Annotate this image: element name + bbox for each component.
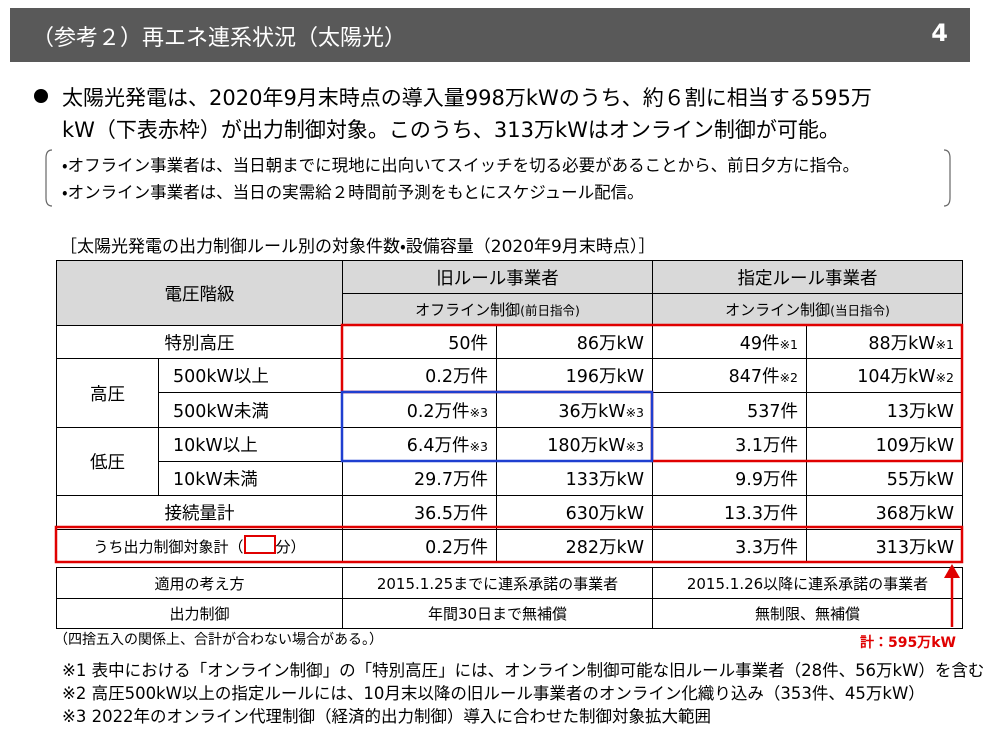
- cell-value: 36万kW: [558, 401, 626, 422]
- header-cell: オンライン制御(当日指令): [652, 293, 963, 326]
- cell-note: ※2: [779, 370, 798, 385]
- value-cell: 630万kW: [496, 495, 653, 530]
- header-cell: 電圧階級: [56, 260, 343, 326]
- value-cell: 313万kW: [806, 529, 963, 563]
- header-cell: 指定ルール事業者: [652, 260, 963, 294]
- cell-value: 49件: [739, 333, 780, 354]
- note-line: ・オフライン事業者は、当日朝までに現地に出向いてスイッチを切る必要があることから…: [62, 156, 860, 175]
- header-text: オフライン制御: [415, 301, 521, 319]
- value-cell: 55万kW: [806, 461, 963, 496]
- row-label: 500kW以上: [158, 358, 343, 393]
- cell-value: 0.2万件: [406, 401, 470, 422]
- value-cell: 0.2万件※3: [342, 392, 497, 428]
- header-text: 旧ルール事業者: [436, 268, 559, 289]
- footnote: ※2 高圧500kW以上の指定ルールには、10月末以降の旧ルール事業者のオンライ…: [62, 684, 925, 703]
- cell-note: ※3: [469, 404, 488, 420]
- footnote: ※3 2022年のオンライン代理制御（経済的出力制御）導入に合わせた制御対象拡大…: [62, 707, 712, 726]
- value-cell: 282万kW: [496, 529, 653, 563]
- header-text: 電圧階級: [164, 284, 235, 305]
- value-cell: 368万kW: [806, 495, 963, 530]
- bullet: [34, 89, 48, 103]
- bracket-right: [943, 149, 951, 207]
- header-cell: 旧ルール事業者: [342, 260, 653, 294]
- red-box-icon: [243, 535, 276, 554]
- header-bar: （参考２）再エネ連系状況（太陽光） 4: [10, 8, 970, 62]
- rules-table: 適用の考え方 2015.1.25までに連系承諾の事業者 2015.1.26以降に…: [56, 567, 963, 629]
- value-cell: 109万kW: [806, 427, 963, 462]
- value-cell: 9.9万件: [652, 461, 807, 496]
- footnote: ※1 表中における「オンライン制御」の「特別高圧」には、オンライン制御可能な旧ル…: [62, 661, 985, 680]
- rules-cell: 適用の考え方: [56, 567, 343, 599]
- cell-value: 180万kW: [547, 436, 626, 456]
- row-label: 10kW以上: [158, 427, 343, 462]
- value-cell: 0.2万件: [342, 529, 497, 563]
- summary-line: kW（下表赤枠）が出力制御対象。このうち、313万kWはオンライン制御が可能。: [62, 118, 840, 142]
- row-label: 接続量計: [56, 495, 343, 530]
- cell-note: ※3: [625, 439, 644, 454]
- page-number: 4: [931, 19, 948, 47]
- note-line: ・オンライン事業者は、当日の実需給２時間前予測をもとにスケジュール配信。: [62, 183, 644, 202]
- value-cell: 3.1万件: [652, 427, 807, 462]
- header-note: (前日指令): [520, 303, 580, 318]
- value-cell: 50件: [342, 325, 497, 359]
- group-label: 低圧: [56, 427, 159, 496]
- rules-cell: 2015.1.25までに連系承諾の事業者: [342, 567, 653, 599]
- row-label: 特別高圧: [56, 325, 343, 359]
- value-cell: 180万kW※3: [496, 427, 653, 462]
- value-cell: 36万kW※3: [496, 392, 653, 428]
- cell-value: 104万kW: [857, 367, 936, 387]
- cell-note: ※3: [625, 404, 644, 420]
- cell-value: 847件: [728, 367, 780, 387]
- label-text: うち出力制御対象計（: [93, 538, 244, 556]
- value-cell: 49件※1: [652, 325, 807, 359]
- value-cell: 13.3万件: [652, 495, 807, 530]
- cell-note: ※1: [779, 336, 798, 352]
- rules-cell: 出力制御: [56, 598, 343, 629]
- cell-note: ※3: [469, 439, 488, 454]
- value-cell: 36.5万件: [342, 495, 497, 530]
- value-cell: 3.3万件: [652, 529, 807, 563]
- row-label: 10kW未満: [158, 461, 343, 496]
- rules-cell: 年間30日まで無補償: [342, 598, 653, 629]
- summary-line: 太陽光発電は、2020年9月末時点の導入量998万kWのうち、約６割に相当する5…: [62, 86, 872, 110]
- cell-value: 88万kW: [868, 333, 936, 354]
- data-table: 電圧階級 旧ルール事業者 指定ルール事業者 オフライン制御(前日指令) オンライ…: [56, 260, 963, 563]
- value-cell: 196万kW: [496, 358, 653, 393]
- bracket-left: [45, 149, 53, 207]
- title: （参考２）再エネ連系状況（太陽光）: [32, 26, 407, 51]
- value-cell: 133万kW: [496, 461, 653, 496]
- rounding-note: （四捨五入の関係上、合計が合わない場合がある。）: [54, 632, 383, 648]
- value-cell: 104万kW※2: [806, 358, 963, 393]
- rules-cell: 2015.1.26以降に連系承諾の事業者: [652, 567, 963, 599]
- row-label: うち出力制御対象計（ 分）: [56, 529, 343, 563]
- label-text: 分）: [275, 538, 306, 556]
- cell-note: ※2: [935, 370, 954, 385]
- value-cell: 847件※2: [652, 358, 807, 393]
- table-caption: ［太陽光発電の出力制御ルール別の対象件数・設備容量（2020年9月末時点）］: [60, 237, 656, 257]
- value-cell: 13万kW: [806, 392, 963, 428]
- value-cell: 537件: [652, 392, 807, 428]
- row-label: 500kW未満: [158, 392, 343, 428]
- header-text: オンライン制御: [725, 301, 831, 319]
- value-cell: 88万kW※1: [806, 325, 963, 359]
- value-cell: 0.2万件: [342, 358, 497, 393]
- cell-note: ※1: [935, 336, 954, 352]
- header-text: 指定ルール事業者: [737, 268, 878, 289]
- header-note: (当日指令): [830, 303, 890, 318]
- rules-cell: 無制限、無補償: [652, 598, 963, 629]
- cell-value: 6.4万件: [406, 436, 470, 456]
- value-cell: 29.7万件: [342, 461, 497, 496]
- group-label: 高圧: [56, 358, 159, 428]
- value-cell: 6.4万件※3: [342, 427, 497, 462]
- value-cell: 86万kW: [496, 325, 653, 359]
- total-annotation: 計：595万kW: [860, 635, 956, 651]
- header-cell: オフライン制御(前日指令): [342, 293, 653, 326]
